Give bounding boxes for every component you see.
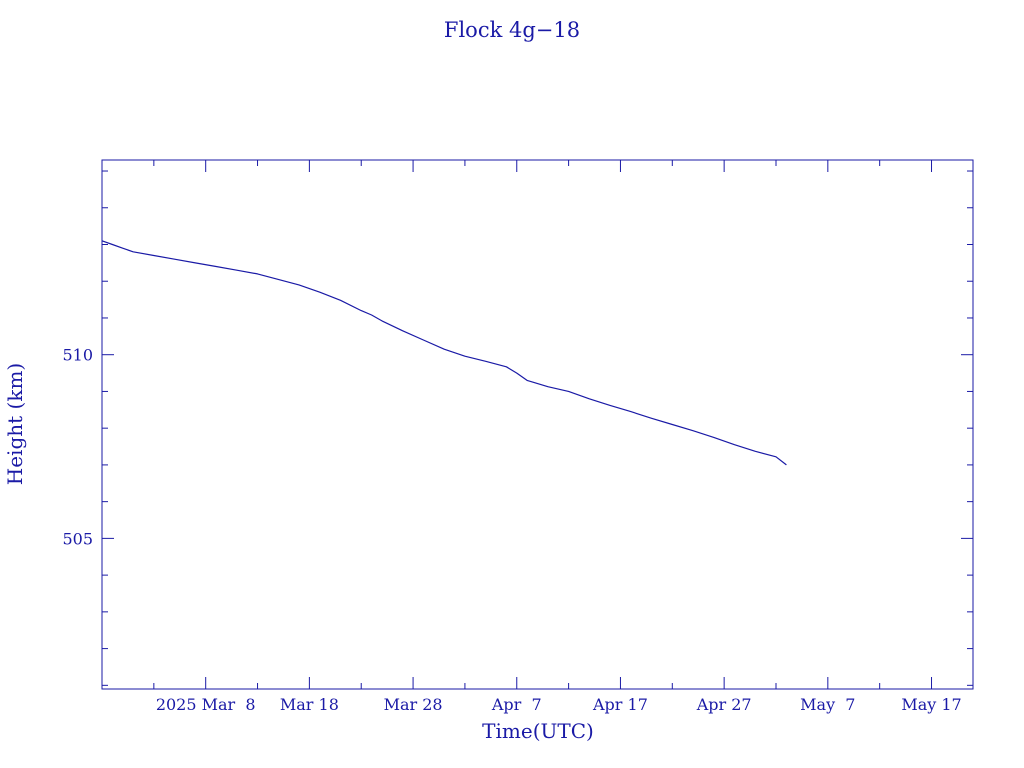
x-tick-label: Apr 27 (696, 695, 752, 714)
x-tick-label: Mar 28 (384, 695, 443, 714)
plot-frame (101, 159, 974, 690)
y-axis-tick-labels: 505 510 (62, 346, 93, 549)
chart-title: Flock 4g−18 (444, 18, 580, 42)
y-tick-label: 510 (62, 346, 93, 365)
x-axis-tick-labels: 2025 Mar 8 Mar 18 Mar 28 Apr 7 Apr 17 Apr 27 M… (156, 695, 962, 714)
height-series-line (101, 240, 787, 466)
y-tick-label: 505 (62, 529, 93, 548)
x-tick-label: Mar 18 (280, 695, 339, 714)
x-tick-label: May 17 (901, 695, 961, 714)
height-series (101, 240, 787, 466)
x-tick-label: Apr 17 (592, 695, 648, 714)
x-axis-label: Time(UTC) (482, 719, 594, 743)
x-tick-label: Apr 7 (491, 695, 542, 714)
x-tick-label: May 7 (800, 695, 855, 714)
x-axis-ticks (101, 160, 933, 689)
x-tick-label: 2025 Mar 8 (156, 695, 256, 714)
y-axis-label: Height (km) (3, 363, 27, 485)
y-axis-ticks (102, 170, 973, 686)
